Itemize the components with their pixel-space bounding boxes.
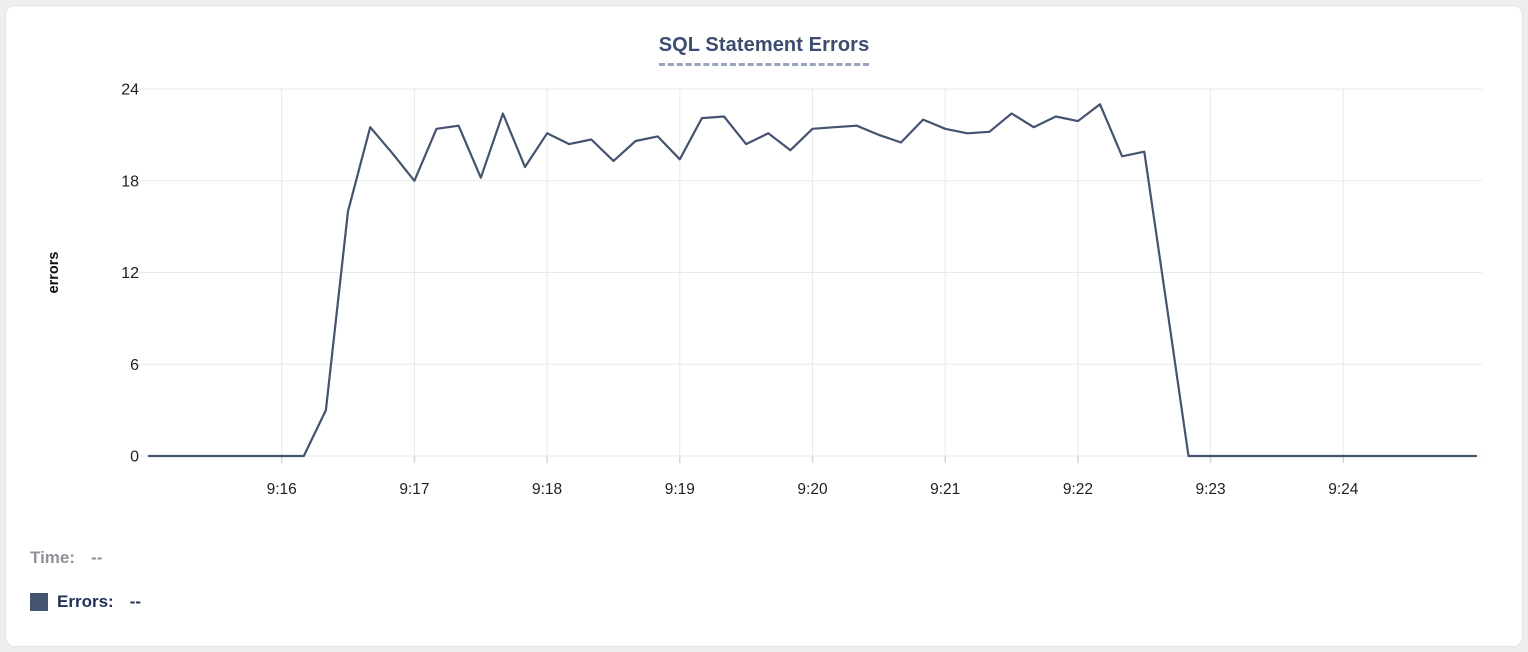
y-tick-label: 12 <box>121 265 139 282</box>
errors-series-swatch <box>30 593 48 611</box>
legend-time-row: Time: -- <box>30 546 141 570</box>
legend-errors-row: Errors: -- <box>30 590 141 614</box>
y-tick-label: 18 <box>121 173 139 190</box>
chart-title[interactable]: SQL Statement Errors <box>658 34 870 66</box>
y-tick-label: 6 <box>130 357 139 374</box>
chart-legend: Time: -- Errors: -- <box>30 546 141 614</box>
chart-card: SQL Statement Errors 0 6 12 18 24 9:16 9:17 9:1… <box>5 5 1523 647</box>
sql-errors-line-chart[interactable]: 0 6 12 18 24 9:16 9:17 9:18 9:19 9:20 9:21 9:22 9:23… <box>6 6 1528 518</box>
x-tick-label: 9:24 <box>1328 481 1359 498</box>
x-tick-label: 9:18 <box>532 481 562 498</box>
errors-series-line <box>147 103 1478 458</box>
legend-time-value: -- <box>91 548 103 567</box>
y-tick-label: 24 <box>121 82 139 99</box>
x-tick-label: 9:19 <box>665 481 695 498</box>
x-tick-label: 9:17 <box>399 481 429 498</box>
legend-errors-value: -- <box>129 592 142 611</box>
x-tick-label: 9:21 <box>930 481 960 498</box>
x-tick-label: 9:23 <box>1196 481 1226 498</box>
x-tick-label: 9:22 <box>1063 481 1093 498</box>
y-tick-label: 0 <box>130 449 139 466</box>
legend-time-label: Time: <box>30 548 76 567</box>
x-tick-label: 9:20 <box>797 481 828 498</box>
chart-header: SQL Statement Errors <box>6 34 1522 66</box>
x-axis: 9:16 9:17 9:18 9:19 9:20 9:21 9:22 9:23 9:24 <box>267 89 1359 498</box>
x-tick-label: 9:16 <box>267 481 297 498</box>
legend-errors-label: Errors: <box>57 592 114 611</box>
y-axis-title: errors <box>46 252 62 294</box>
